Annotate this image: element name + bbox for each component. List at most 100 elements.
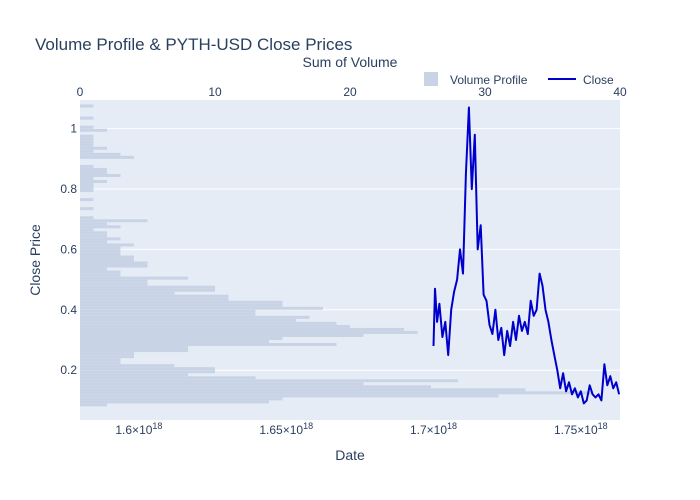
y-axis-title: Close Price (27, 224, 43, 296)
volume-bar (80, 137, 94, 141)
x2-tick-label: 40 (613, 85, 627, 99)
x2-tick-label: 30 (478, 85, 492, 99)
volume-bar (80, 376, 256, 380)
volume-bar (80, 225, 121, 229)
volume-bar (80, 140, 94, 144)
chart-title: Volume Profile & PYTH-USD Close Prices (35, 35, 352, 54)
volume-bar (80, 352, 134, 356)
volume-bar (80, 306, 323, 310)
x-tick-label: 1.6×1018 (115, 421, 162, 437)
volume-bar (80, 373, 188, 377)
volume-bar (80, 394, 499, 398)
volume-bar (80, 146, 107, 150)
volume-bar (80, 367, 215, 371)
volume-bar (80, 364, 175, 368)
volume-bar (80, 152, 121, 156)
volume-bar (80, 176, 94, 180)
volume-bar (80, 312, 256, 316)
volume-bar (80, 379, 458, 383)
volume-bar (80, 349, 188, 353)
volume-bar (80, 385, 431, 389)
volume-bar (80, 198, 94, 202)
volume-bar (80, 388, 526, 392)
volume-bar (80, 222, 107, 226)
y-tick-label: 0.6 (60, 242, 77, 256)
volume-bar (80, 243, 134, 247)
x2-axis-title: Sum of Volume (303, 54, 398, 70)
volume-bar (80, 346, 188, 350)
volume-bar (80, 207, 94, 211)
volume-bar (80, 164, 94, 168)
volume-bar (80, 116, 94, 120)
x2-tick-label: 20 (343, 85, 357, 99)
volume-bar (80, 125, 94, 129)
volume-bar (80, 355, 134, 359)
volume-bar (80, 237, 121, 241)
volume-bar (80, 216, 94, 220)
volume-bar (80, 403, 107, 407)
volume-bar (80, 294, 229, 298)
legend-close-label[interactable]: Close (583, 73, 614, 87)
volume-bar (80, 246, 121, 250)
volume-bar (80, 343, 337, 347)
volume-bar (80, 249, 121, 253)
y-tick-label: 1 (70, 122, 77, 136)
close-line (432, 106, 621, 405)
volume-bar (80, 336, 283, 340)
volume-bar (80, 370, 215, 374)
volume-bar (80, 155, 134, 159)
volume-bar (80, 391, 593, 395)
volume-bar (80, 267, 107, 271)
legend: Volume Profile Close (424, 72, 614, 87)
legend-volume-swatch[interactable] (424, 72, 438, 86)
volume-bar (80, 282, 148, 286)
x2-tick-label: 10 (208, 85, 222, 99)
volume-bar (80, 170, 107, 174)
y-tick-label: 0.8 (60, 182, 77, 196)
volume-bar (80, 303, 283, 307)
volume-bar (80, 104, 94, 108)
volume-bar (80, 189, 94, 193)
legend-volume-label[interactable]: Volume Profile (450, 73, 528, 87)
y-tick-label: 0.2 (60, 363, 77, 377)
volume-bar (80, 219, 148, 223)
volume-bar (80, 143, 94, 147)
volume-bar (80, 327, 404, 331)
volume-bar (80, 285, 215, 289)
volume-bar (80, 300, 283, 304)
volume-bar (80, 234, 107, 238)
volume-bar (80, 134, 94, 138)
volume-bar (80, 358, 121, 362)
volume-bar (80, 397, 283, 401)
x-tick-label: 1.65×1018 (259, 421, 313, 437)
x-tick-labels: 1.6×1018 1.65×1018 1.7×1018 1.75×1018 (115, 421, 607, 437)
volume-bar (80, 128, 107, 132)
volume-bar (80, 321, 337, 325)
x2-tick-label: 0 (77, 85, 84, 99)
volume-bar (80, 333, 364, 337)
volume-bar (80, 279, 148, 283)
volume-bar (80, 180, 107, 184)
volume-bar (80, 297, 229, 301)
volume-bar (80, 291, 175, 295)
volume-bar (80, 186, 94, 190)
volume-bar (80, 276, 188, 280)
volume-profile-bars (80, 104, 593, 407)
volume-bar (80, 315, 310, 319)
volume-bar (80, 258, 134, 262)
volume-bar (80, 255, 134, 259)
volume-bar (80, 309, 256, 313)
volume-bar (80, 324, 350, 328)
volume-bar (80, 149, 94, 153)
volume-bar (80, 228, 94, 232)
volume-bar (80, 340, 269, 344)
volume-bar (80, 183, 94, 187)
volume-bar (80, 173, 121, 177)
x2-tick-labels: 0 10 20 30 40 (77, 85, 627, 99)
x-tick-label: 1.75×1018 (554, 421, 608, 437)
x-tick-label: 1.7×1018 (410, 421, 457, 437)
volume-bar (80, 273, 121, 277)
volume-bar (80, 318, 296, 322)
volume-bar (80, 382, 364, 386)
volume-bar (80, 288, 215, 292)
